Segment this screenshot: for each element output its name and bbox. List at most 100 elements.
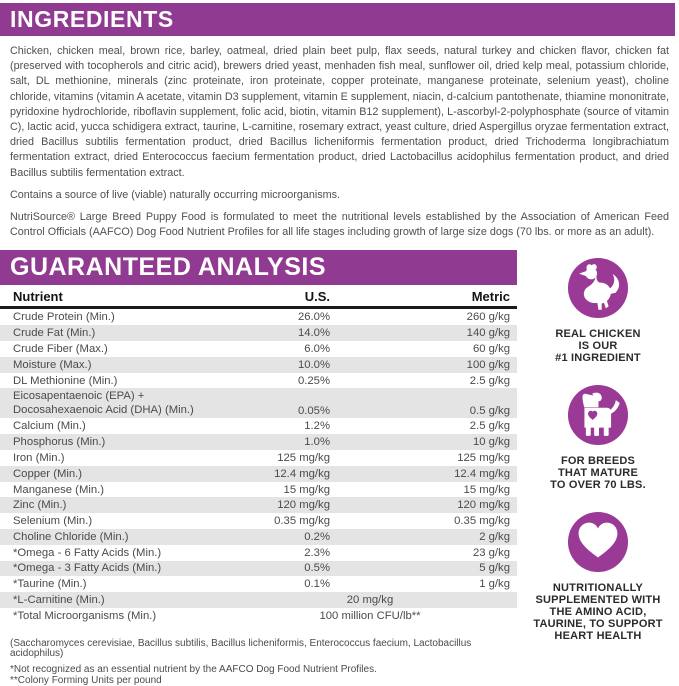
nutrient-name: Copper (Min.) bbox=[13, 467, 83, 480]
us-value: 0.35 mg/kg bbox=[274, 515, 330, 528]
us-value: 15 mg/kg bbox=[283, 483, 330, 496]
chicken-icon bbox=[567, 257, 629, 319]
analysis-table-body: Crude Protein (Min.) 26.0% 260 g/kg Crude F… bbox=[0, 309, 517, 623]
nutrient-name: Manganese (Min.) bbox=[13, 483, 105, 496]
benefit-badges-column: REAL CHICKEN IS OUR #1 INGREDIENT bbox=[517, 250, 679, 686]
combined-value: 20 mg/kg bbox=[346, 594, 394, 607]
badge-label-line: SUPPLEMENTED WITH bbox=[535, 594, 661, 607]
us-value: 26.0% bbox=[297, 311, 330, 324]
nutrient-name: *Total Microorganisms (Min.) bbox=[13, 609, 157, 622]
metric-value: 12.4 mg/kg bbox=[454, 467, 510, 480]
puppy-icon bbox=[567, 384, 629, 446]
footnotes: (Saccharomyces cerevisiae, Bacillus subt… bbox=[10, 638, 475, 686]
nutrient-name: *Omega - 3 Fatty Acids (Min.) bbox=[13, 562, 162, 575]
ingredients-list-text: Chicken, chicken meal, brown rice, barle… bbox=[10, 45, 669, 179]
nutrient-name: DL Methionine (Min.) bbox=[13, 374, 118, 387]
table-row: Crude Protein (Min.) 26.0% 260 g/kg bbox=[0, 309, 517, 325]
nutrient-name: Selenium (Min.) bbox=[13, 515, 93, 528]
ingredients-title: INGREDIENTS bbox=[10, 6, 174, 32]
nutrient-name: Calcium (Min.) bbox=[13, 420, 86, 433]
badge-label-line: REAL CHICKEN bbox=[555, 328, 641, 341]
us-value: 0.2% bbox=[304, 530, 330, 543]
table-row: Selenium (Min.) 0.35 mg/kg 0.35 mg/kg bbox=[0, 513, 517, 529]
metric-value: 260 g/kg bbox=[466, 311, 510, 324]
analysis-table-column: GUARANTEED ANALYSIS Nutrient U.S. Metric… bbox=[0, 250, 517, 686]
metric-value: 120 mg/kg bbox=[457, 499, 510, 512]
footnote: *Not recognized as an essential nutrient… bbox=[10, 663, 377, 675]
column-header-metric: Metric bbox=[471, 289, 510, 305]
badge-label-line: #1 INGREDIENT bbox=[555, 352, 641, 365]
nutrient-name: Crude Fiber (Max.) bbox=[13, 342, 108, 355]
metric-value: 5 g/kg bbox=[479, 562, 510, 575]
metric-value: 23 g/kg bbox=[472, 546, 510, 559]
nutrient-name: *Omega - 6 Fatty Acids (Min.) bbox=[13, 546, 162, 559]
badge-label-line: TO OVER 70 LBS. bbox=[550, 479, 646, 492]
us-value: 0.25% bbox=[297, 374, 330, 387]
nutrient-name: Crude Fat (Min.) bbox=[13, 327, 96, 340]
us-value: 6.0% bbox=[304, 342, 330, 355]
guaranteed-analysis-header-bar: GUARANTEED ANALYSIS bbox=[0, 250, 517, 286]
ingredients-header-bar: INGREDIENTS bbox=[0, 3, 675, 36]
table-row: Manganese (Min.) 15 mg/kg 15 mg/kg bbox=[0, 482, 517, 498]
us-value: 10.0% bbox=[297, 358, 330, 371]
us-value: 0.5% bbox=[304, 562, 330, 575]
metric-value: 2 g/kg bbox=[479, 530, 510, 543]
us-value: 125 mg/kg bbox=[277, 451, 330, 464]
guaranteed-analysis-title: GUARANTEED ANALYSIS bbox=[10, 253, 327, 282]
table-row: *L-Carnitine (Min.) 20 mg/kg bbox=[0, 592, 517, 608]
metric-value: 0.5 g/kg bbox=[469, 405, 510, 418]
badge-label-real-chicken: REAL CHICKEN IS OUR #1 INGREDIENT bbox=[512, 328, 679, 364]
table-row: Crude Fat (Min.) 14.0% 140 g/kg bbox=[0, 325, 517, 342]
us-value: 1.2% bbox=[304, 420, 330, 433]
table-row: Eicosapentaenoic (EPA) + Docosahexaenoic… bbox=[0, 388, 517, 419]
badge-label-line: NUTRITIONALLY bbox=[552, 582, 644, 595]
table-row: Iron (Min.) 125 mg/kg 125 mg/kg bbox=[0, 450, 517, 466]
table-row: DL Methionine (Min.) 0.25% 2.5 g/kg bbox=[0, 373, 517, 389]
footnote: **Colony Forming Units per pound bbox=[10, 674, 162, 686]
nutrient-name: Crude Protein (Min.) bbox=[13, 311, 115, 324]
nutrient-name: *L-Carnitine (Min.) bbox=[13, 594, 105, 607]
table-row: Choline Chloride (Min.) 0.2% 2 g/kg bbox=[0, 529, 517, 545]
table-row: Crude Fiber (Max.) 6.0% 60 g/kg bbox=[0, 341, 517, 357]
combined-value: 100 million CFU/lb** bbox=[319, 609, 421, 622]
column-header-us: U.S. bbox=[304, 289, 330, 305]
nutrient-name: Phosphorus (Min.) bbox=[13, 436, 106, 449]
metric-value: 2.5 g/kg bbox=[469, 420, 510, 433]
table-row: Zinc (Min.) 120 mg/kg 120 mg/kg bbox=[0, 497, 517, 514]
metric-value: 1 g/kg bbox=[479, 578, 510, 591]
badge-label-line: HEART HEALTH bbox=[554, 630, 642, 643]
nutrient-name: Eicosapentaenoic (EPA) + Docosahexaenoic… bbox=[13, 390, 194, 416]
us-value: 0.05% bbox=[297, 405, 330, 418]
table-row: *Omega - 6 Fatty Acids (Min.) 2.3% 23 g/kg bbox=[0, 545, 517, 561]
metric-value: 140 g/kg bbox=[466, 327, 510, 340]
nutrient-name: *Taurine (Min.) bbox=[13, 578, 87, 591]
badge-label-line: THAT MATURE bbox=[557, 467, 638, 480]
badge-real-chicken: REAL CHICKEN IS OUR #1 INGREDIENT bbox=[518, 257, 678, 364]
metric-value: 10 g/kg bbox=[472, 436, 510, 449]
us-value: 14.0% bbox=[297, 327, 330, 340]
badge-heart-health: NUTRITIONALLY SUPPLEMENTED WITH THE AMINO … bbox=[518, 511, 678, 642]
table-header-row: Nutrient U.S. Metric bbox=[0, 285, 517, 310]
badge-label-line: THE AMINO ACID, bbox=[549, 606, 647, 619]
us-value: 2.3% bbox=[304, 546, 330, 559]
table-row: Moisture (Max.) 10.0% 100 g/kg bbox=[0, 356, 517, 373]
metric-value: 0.35 mg/kg bbox=[454, 515, 510, 528]
badge-label-heart-health: NUTRITIONALLY SUPPLEMENTED WITH THE AMINO … bbox=[512, 582, 679, 642]
nutrient-name: Moisture (Max.) bbox=[13, 358, 92, 371]
table-row: Calcium (Min.) 1.2% 2.5 g/kg bbox=[0, 418, 517, 434]
metric-value: 15 mg/kg bbox=[463, 483, 510, 496]
nutrient-name: Zinc (Min.) bbox=[13, 499, 67, 512]
table-row: Copper (Min.) 12.4 mg/kg 12.4 mg/kg bbox=[0, 465, 517, 482]
table-row: *Total Microorganisms (Min.) 100 million … bbox=[0, 608, 517, 624]
us-value: 12.4 mg/kg bbox=[274, 467, 330, 480]
badge-label-large-breed: FOR BREEDS THAT MATURE TO OVER 70 LBS. bbox=[512, 455, 679, 491]
nutrient-name: Choline Chloride (Min.) bbox=[13, 530, 129, 543]
microorganisms-note: Contains a source of live (viable) natur… bbox=[10, 188, 341, 201]
badge-label-line: TAURINE, TO SUPPORT bbox=[533, 618, 663, 631]
badge-label-line: FOR BREEDS bbox=[560, 455, 636, 468]
metric-value: 60 g/kg bbox=[472, 342, 510, 355]
aafco-statement: NutriSource® Large Breed Puppy Food is f… bbox=[10, 211, 669, 239]
table-row: *Taurine (Min.) 0.1% 1 g/kg bbox=[0, 576, 517, 592]
badge-label-line: IS OUR bbox=[578, 340, 618, 353]
metric-value: 2.5 g/kg bbox=[469, 374, 510, 387]
